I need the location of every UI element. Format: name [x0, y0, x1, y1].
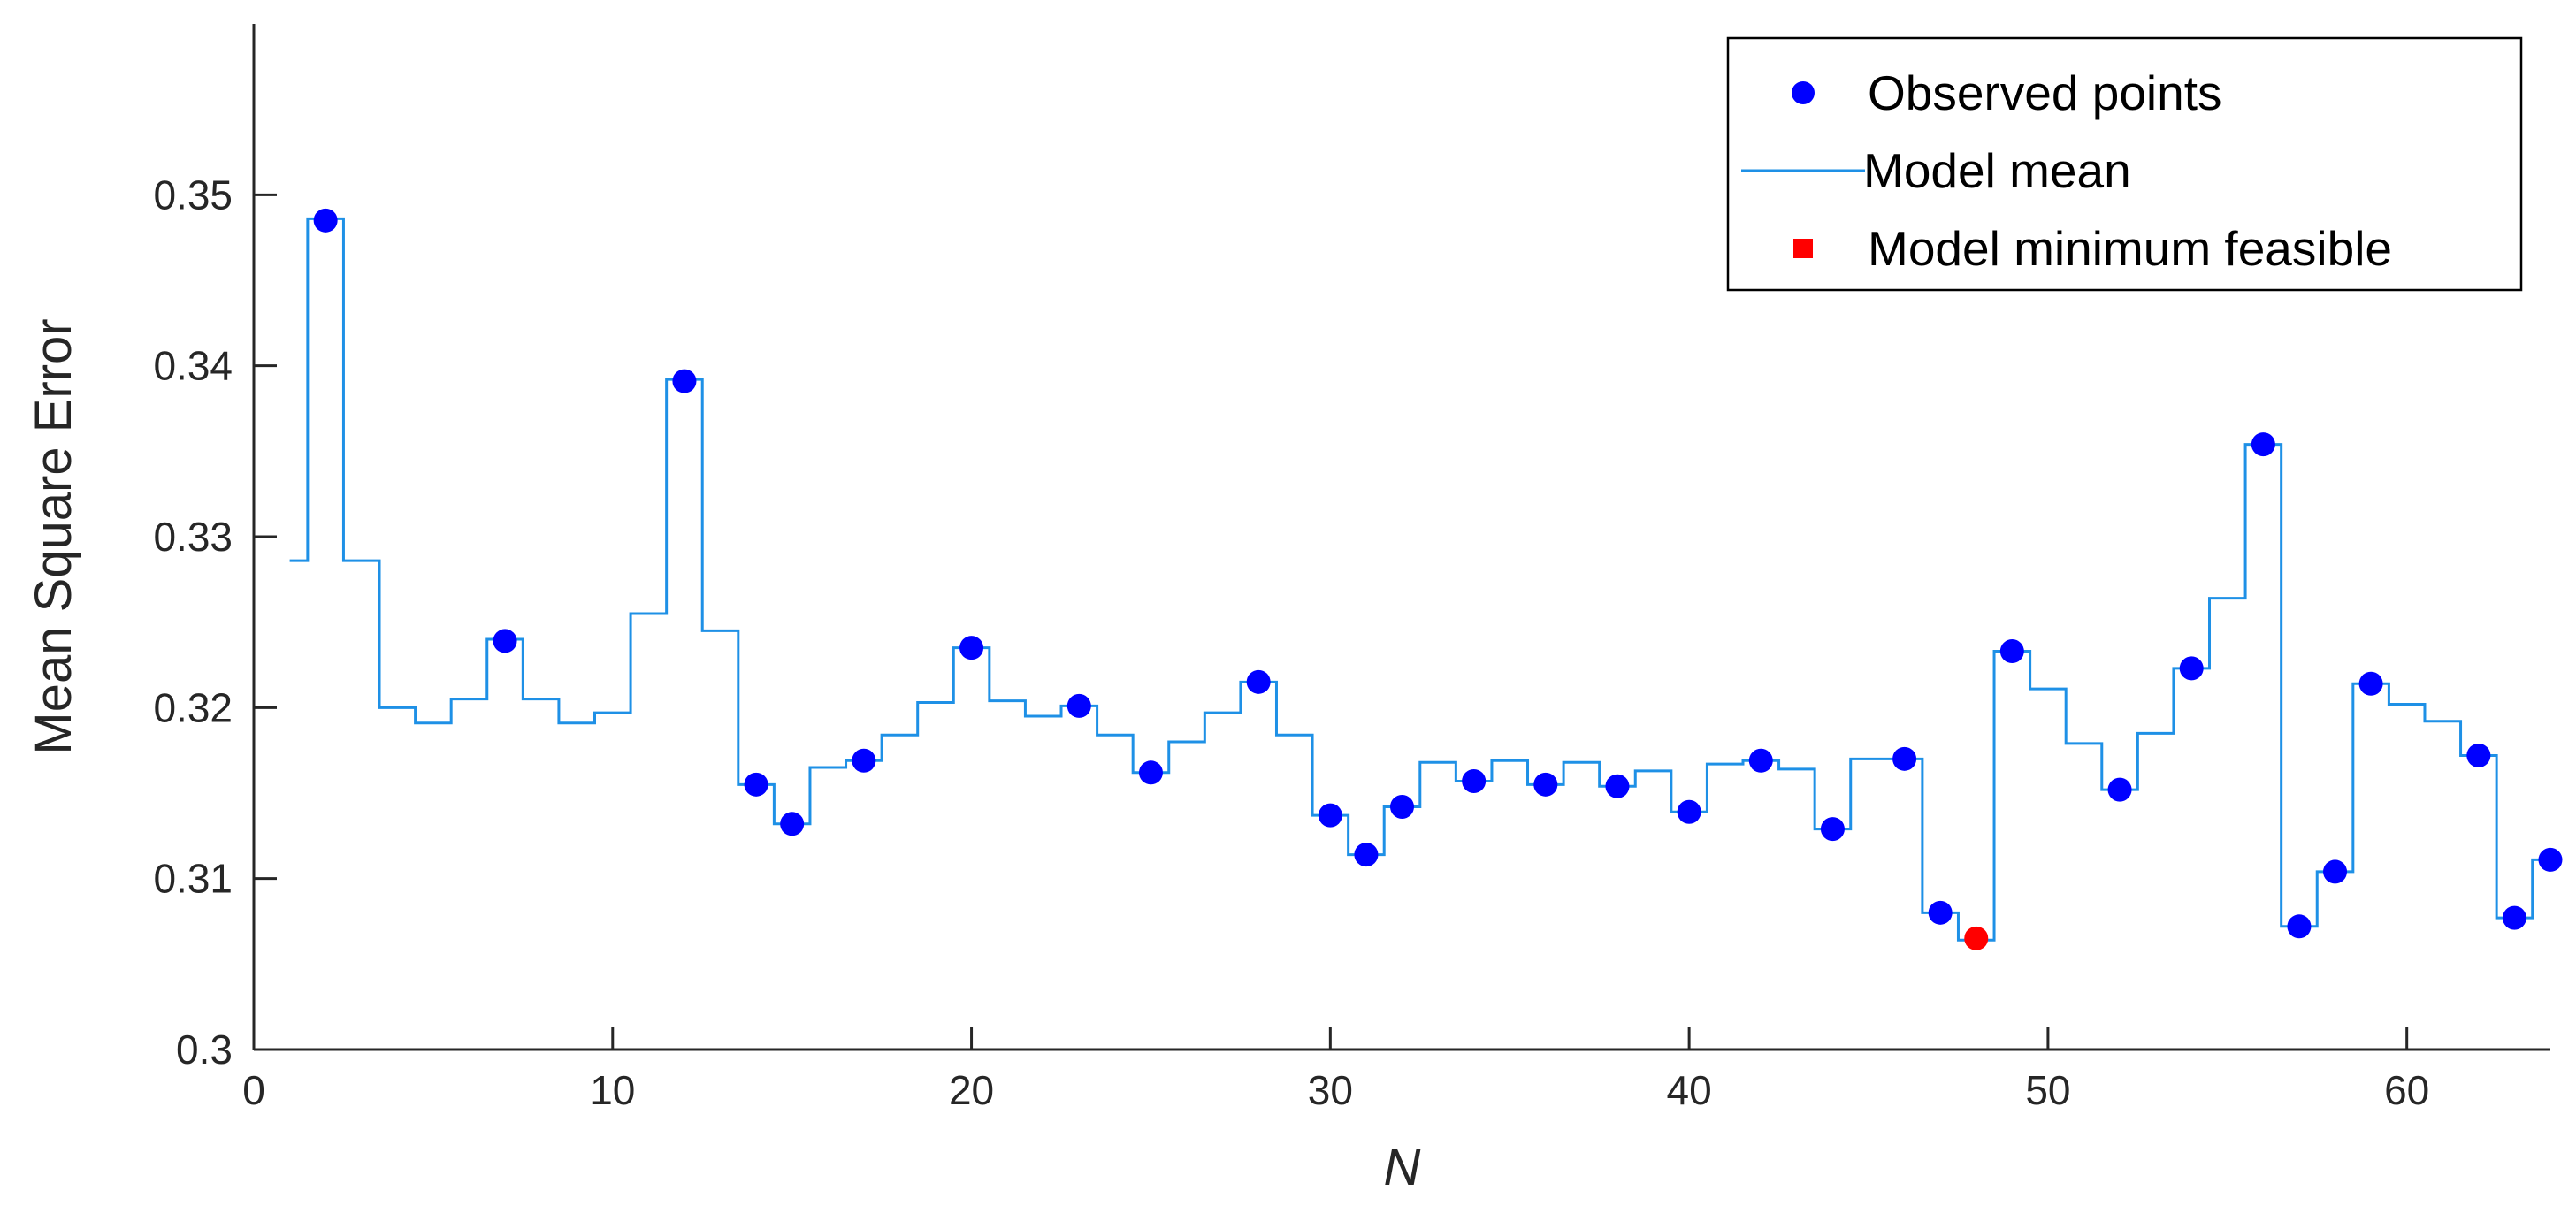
observed-point — [744, 772, 768, 797]
y-axis-label: Mean Square Error — [25, 318, 82, 754]
observed-point — [1999, 639, 2024, 664]
observed-point — [2358, 671, 2383, 696]
observed-point — [2502, 905, 2526, 930]
observed-point — [1677, 799, 1701, 824]
x-axis-label: N — [1384, 1139, 1421, 1196]
observed-point — [2466, 743, 2491, 767]
x-tick-label: 50 — [2025, 1067, 2070, 1113]
observed-point — [1354, 843, 1379, 867]
legend-observed-label: Observed points — [1868, 65, 2222, 120]
observed-point — [493, 629, 517, 653]
observed-point — [2323, 859, 2348, 884]
observed-point — [2287, 914, 2312, 939]
observed-point — [2179, 656, 2204, 681]
observed-point — [313, 208, 338, 233]
x-tick-label: 20 — [949, 1067, 994, 1113]
observed-point — [1138, 760, 1163, 785]
y-tick-label: 0.3 — [176, 1027, 233, 1072]
x-tick-label: 40 — [1667, 1067, 1712, 1113]
observed-point — [2251, 432, 2275, 457]
observed-point — [2538, 847, 2563, 872]
model-minimum-series — [1964, 926, 1989, 950]
legend-model-mean-label: Model mean — [1863, 143, 2131, 198]
observed-point — [1066, 693, 1091, 718]
x-tick-label: 60 — [2384, 1067, 2429, 1113]
x-tick-label: 0 — [242, 1067, 265, 1113]
legend-box — [1726, 36, 2523, 292]
y-tick-label: 0.34 — [153, 343, 233, 389]
observed-point — [852, 748, 876, 773]
observed-point — [1390, 794, 1414, 819]
y-tick-label: 0.32 — [153, 684, 233, 730]
model-minimum-point — [1964, 926, 1989, 950]
observed-point — [1605, 774, 1630, 798]
axes: 0 10 20 30 40 50 60 0.3 0.31 0.32 0.33 0.34 0.35 N Mea… — [25, 24, 2550, 1196]
observed-point — [1928, 900, 1953, 925]
legend: Observed points Model mean Model minimum f… — [1726, 36, 2523, 292]
observed-point — [780, 812, 805, 836]
observed-point — [672, 369, 697, 393]
legend-minimum-label: Model minimum feasible — [1868, 221, 2392, 276]
legend-observed-marker — [1792, 81, 1815, 104]
observed-point — [1820, 817, 1845, 842]
observed-point — [1748, 748, 1773, 773]
observed-point — [959, 636, 984, 660]
observed-point — [1533, 772, 1558, 797]
y-tick-label: 0.35 — [153, 172, 233, 218]
legend-minimum-marker — [1793, 239, 1813, 258]
observed-points-series — [313, 208, 2563, 939]
y-tick-label: 0.33 — [153, 514, 233, 560]
y-tick-label: 0.31 — [153, 856, 233, 902]
x-tick-label: 30 — [1308, 1067, 1353, 1113]
observed-point — [1462, 768, 1487, 793]
observed-point — [2107, 777, 2132, 802]
observed-point — [1892, 746, 1917, 771]
observed-point — [1318, 803, 1342, 828]
observed-point — [1246, 669, 1271, 694]
model-mean-line — [289, 217, 2550, 942]
model-mean-series — [289, 217, 2550, 942]
x-tick-label: 10 — [590, 1067, 635, 1113]
